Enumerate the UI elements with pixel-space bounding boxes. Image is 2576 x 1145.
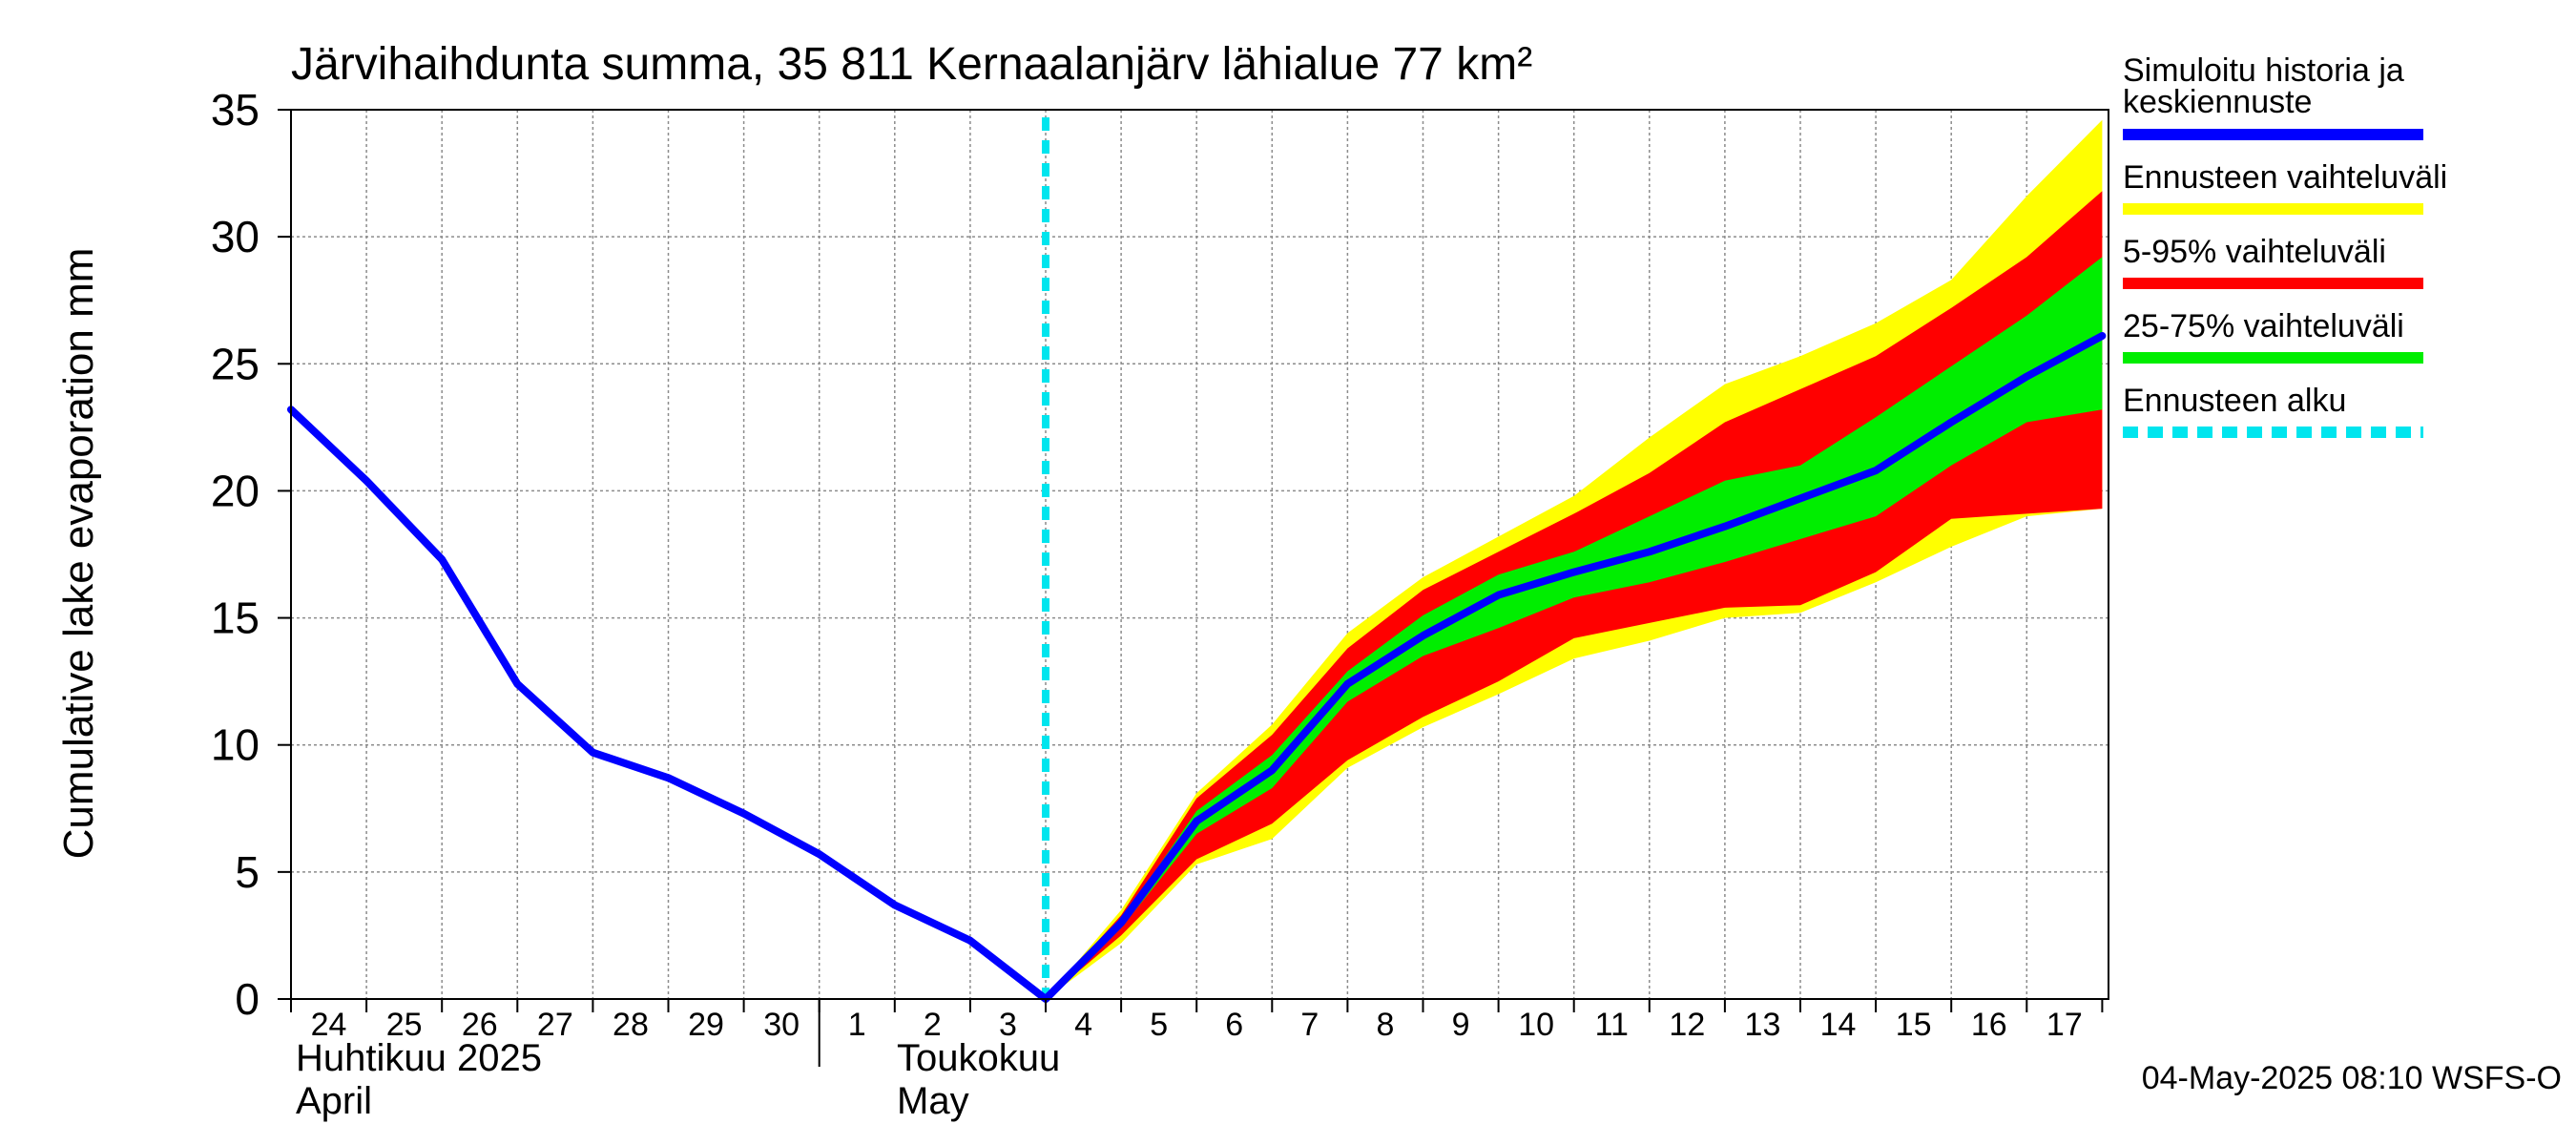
x-day-label: 30 xyxy=(763,1007,800,1043)
x-day-label: 2 xyxy=(924,1007,942,1043)
month-label-fi: Huhtikuu 2025 xyxy=(296,1037,542,1079)
y-tick-label: 15 xyxy=(211,593,260,643)
x-day-label: 11 xyxy=(1595,1007,1629,1043)
y-tick-label: 5 xyxy=(235,847,260,897)
x-day-label: 24 xyxy=(311,1007,347,1043)
x-day-label: 5 xyxy=(1150,1007,1168,1043)
y-tick-label: 0 xyxy=(235,974,260,1024)
x-day-label: 28 xyxy=(613,1007,649,1043)
y-tick-label: 35 xyxy=(211,85,260,135)
x-day-label: 6 xyxy=(1225,1007,1243,1043)
plot-border xyxy=(290,109,2109,1000)
series-line-median xyxy=(287,332,2107,1003)
x-day-label: 26 xyxy=(462,1007,498,1043)
y-axis: 0 5 10 15 20 25 30 35 xyxy=(211,85,291,1024)
x-day-label: 16 xyxy=(1971,1007,2007,1043)
legend-label: keskiennuste xyxy=(2123,84,2312,120)
x-day-label: 7 xyxy=(1300,1007,1319,1043)
x-day-label: 4 xyxy=(1074,1007,1092,1043)
legend-label: Ennusteen vaihteluväli xyxy=(2123,159,2447,196)
y-tick-label: 30 xyxy=(211,212,260,261)
bands xyxy=(1046,119,2103,999)
plot-frame xyxy=(290,109,2109,1000)
legend-item-25-75: 25-75% vaihteluväli xyxy=(2123,308,2423,364)
x-day-label: 12 xyxy=(1669,1007,1705,1043)
x-day-label: 9 xyxy=(1452,1007,1470,1043)
y-tick-label: 10 xyxy=(211,720,260,770)
chart-title: Järvihaihdunta summa, 35 811 Kernaalanjä… xyxy=(291,39,1532,90)
x-day-label: 14 xyxy=(1820,1007,1857,1043)
y-axis-label: Cumulative lake evaporation mm xyxy=(55,248,102,860)
y-tick-label: 20 xyxy=(211,466,260,515)
band-25-75 xyxy=(1046,257,2103,999)
month-label-en: April xyxy=(296,1080,372,1122)
month-label-en: May xyxy=(897,1080,969,1122)
x-axis: 24 25 26 27 28 29 30 1 2 3 4 5 6 7 8 9 10 11 12 13 14 15 16 17H… xyxy=(290,999,2104,1122)
x-day-label: 25 xyxy=(386,1007,423,1043)
x-day-label: 1 xyxy=(848,1007,866,1043)
legend-item-forecast-start: Ennusteen alku xyxy=(2123,383,2423,438)
legend-label: 5-95% vaihteluväli xyxy=(2123,234,2386,270)
month-label-fi: Toukokuu xyxy=(897,1037,1060,1079)
x-day-label: 8 xyxy=(1376,1007,1394,1043)
x-day-label: 10 xyxy=(1518,1007,1554,1043)
x-day-label: 17 xyxy=(2046,1007,2083,1043)
legend-item-5-95: 5-95% vaihteluväli xyxy=(2123,234,2423,289)
x-day-label: 29 xyxy=(688,1007,724,1043)
x-day-label: 15 xyxy=(1896,1007,1932,1043)
legend-label: Ennusteen alku xyxy=(2123,383,2346,419)
legend-item-range: Ennusteen vaihteluväli xyxy=(2123,159,2447,215)
legend-label: Simuloitu historia ja xyxy=(2123,52,2404,89)
x-day-label: 13 xyxy=(1745,1007,1781,1043)
main-series xyxy=(287,332,2107,1003)
y-tick-label: 25 xyxy=(211,339,260,388)
x-day-label: 3 xyxy=(999,1007,1017,1043)
x-day-label: 27 xyxy=(537,1007,573,1043)
legend-label: 25-75% vaihteluväli xyxy=(2123,308,2404,344)
footer-timestamp: 04-May-2025 08:10 WSFS-O xyxy=(2142,1060,2562,1096)
